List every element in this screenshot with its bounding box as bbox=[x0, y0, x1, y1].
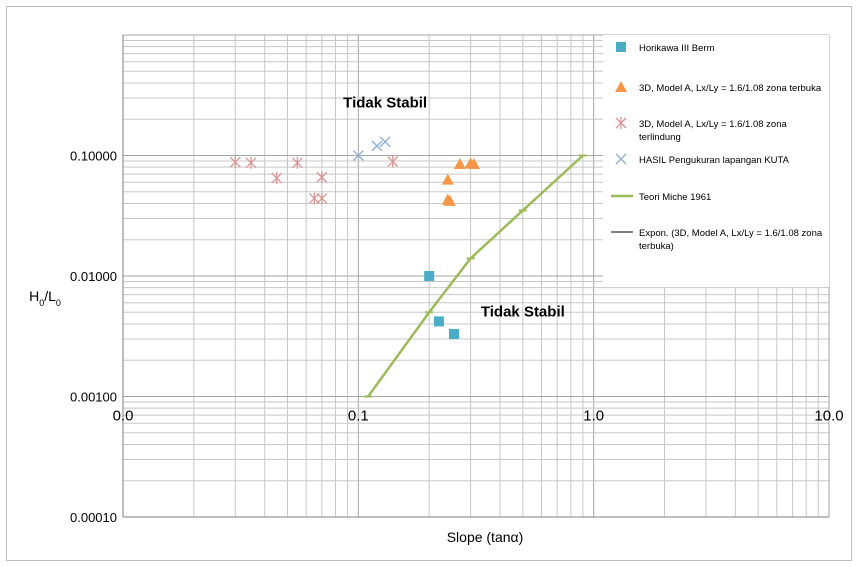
y-tick-label: 0.01000 bbox=[70, 269, 117, 284]
annotation-label: Tidak Stabil bbox=[481, 304, 565, 321]
series bbox=[229, 136, 587, 398]
y-axis-label: H0/L0 bbox=[29, 288, 61, 308]
series-0 bbox=[424, 271, 460, 340]
legend-entry: Horikawa III Berm bbox=[639, 43, 715, 54]
triangle-marker bbox=[441, 173, 454, 185]
annotation-label: Tidak Stabil bbox=[343, 95, 427, 112]
asterisk-marker bbox=[387, 155, 399, 168]
square-marker bbox=[616, 42, 626, 52]
square-marker bbox=[424, 271, 435, 281]
legend-entry: Teori Miche 1961 bbox=[639, 192, 711, 203]
y-tick-label: 0.10000 bbox=[70, 149, 117, 164]
asterisk-marker bbox=[271, 172, 283, 185]
series-3 bbox=[352, 136, 391, 162]
legend-entry: Expon. (3D, Model A, Lx/Ly = 1.6/1.08 zo… bbox=[639, 228, 823, 252]
legend-entry: 3D, Model A, Lx/Ly = 1.6/1.08 zona terlin… bbox=[639, 119, 788, 143]
asterisk-marker bbox=[229, 156, 241, 169]
x-axis-label: Slope (tanα) bbox=[447, 529, 524, 545]
asterisk-marker bbox=[316, 192, 328, 205]
axes: 0.0 0.1 1.0 10.0 0.00010 0.00100 0.01000 0.1000… bbox=[70, 35, 844, 525]
series-1 bbox=[441, 157, 480, 206]
y-tick-label: 0.00010 bbox=[70, 510, 117, 525]
x-marker bbox=[615, 153, 627, 165]
x-marker bbox=[371, 140, 383, 152]
triangle-marker bbox=[615, 81, 627, 92]
chart-frame: 0.0 0.1 1.0 10.0 0.00010 0.00100 0.01000 0.1000… bbox=[6, 6, 852, 561]
square-marker bbox=[433, 316, 444, 327]
square-marker bbox=[449, 329, 460, 340]
legend-entry: HASIL Pengukuran lapangan KUTA bbox=[639, 155, 790, 166]
asterisk-marker bbox=[245, 156, 257, 169]
x-tick-label: 0.0 bbox=[113, 408, 134, 425]
legend: Horikawa III Berm 3D, Model A, Lx/Ly = 1.… bbox=[603, 35, 829, 287]
triangle-marker bbox=[467, 158, 480, 170]
triangle-marker bbox=[453, 158, 466, 170]
x-tick-label: 0.1 bbox=[348, 408, 369, 425]
chart-svg: 0.0 0.1 1.0 10.0 0.00010 0.00100 0.01000 0.1000… bbox=[29, 34, 844, 545]
triangle-marker bbox=[443, 194, 456, 206]
x-tick-label: 10.0 bbox=[814, 408, 843, 425]
legend-entry: 3D, Model A, Lx/Ly = 1.6/1.08 zona terbu… bbox=[639, 83, 822, 94]
legend-box bbox=[603, 35, 829, 287]
series-2 bbox=[229, 155, 399, 205]
x-marker bbox=[352, 149, 364, 162]
asterisk-marker bbox=[615, 117, 627, 129]
x-marker bbox=[379, 136, 391, 148]
series-4 bbox=[364, 154, 587, 398]
annotations: Tidak Stabil Tidak Stabil bbox=[343, 95, 565, 321]
asterisk-marker bbox=[316, 171, 328, 184]
y-tick-label: 0.00100 bbox=[70, 390, 117, 405]
asterisk-marker bbox=[291, 156, 303, 169]
x-tick-label: 1.0 bbox=[583, 408, 604, 425]
